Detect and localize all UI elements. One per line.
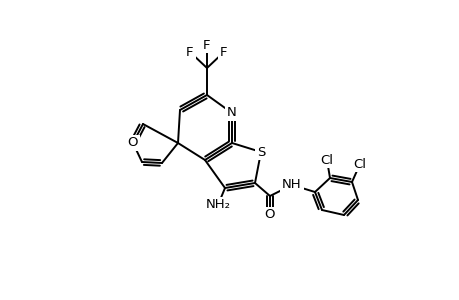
Text: F: F (220, 46, 227, 59)
Text: N: N (227, 106, 236, 119)
Text: S: S (256, 146, 264, 158)
Text: O: O (128, 136, 138, 149)
Text: NH: NH (281, 178, 301, 191)
Text: Cl: Cl (353, 158, 366, 170)
Text: F: F (203, 38, 210, 52)
Text: NH₂: NH₂ (205, 199, 230, 212)
Text: F: F (186, 46, 193, 59)
Text: Cl: Cl (320, 154, 333, 166)
Text: O: O (264, 208, 274, 221)
